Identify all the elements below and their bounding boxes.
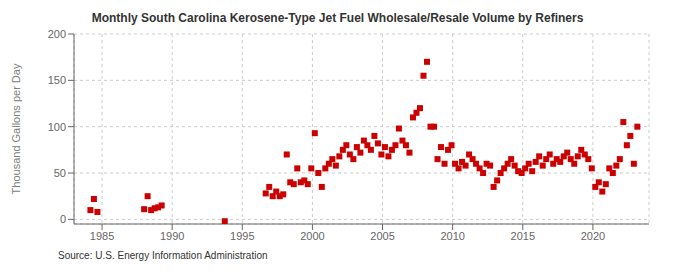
svg-text:1995: 1995 xyxy=(230,230,254,242)
svg-text:2005: 2005 xyxy=(370,230,394,242)
svg-text:1985: 1985 xyxy=(90,230,114,242)
svg-text:150: 150 xyxy=(48,74,66,86)
svg-text:Thousand Gallons per Day: Thousand Gallons per Day xyxy=(10,63,22,194)
html-text:Monthly South Carolina Kerosen: Monthly South Carolina Kerosene-Type Jet… xyxy=(91,11,584,25)
svg-text:2015: 2015 xyxy=(511,230,535,242)
svg-text:2000: 2000 xyxy=(300,230,324,242)
svg-text:0: 0 xyxy=(60,213,66,225)
svg-text:2010: 2010 xyxy=(440,230,464,242)
html-text:Source: U.S. Energy Informatio: Source: U.S. Energy Information Administ… xyxy=(58,250,268,261)
svg-text:100: 100 xyxy=(48,121,66,133)
svg-text:50: 50 xyxy=(54,167,66,179)
svg-text:2020: 2020 xyxy=(581,230,605,242)
svg-text:200: 200 xyxy=(48,28,66,40)
svg-text:1990: 1990 xyxy=(160,230,184,242)
